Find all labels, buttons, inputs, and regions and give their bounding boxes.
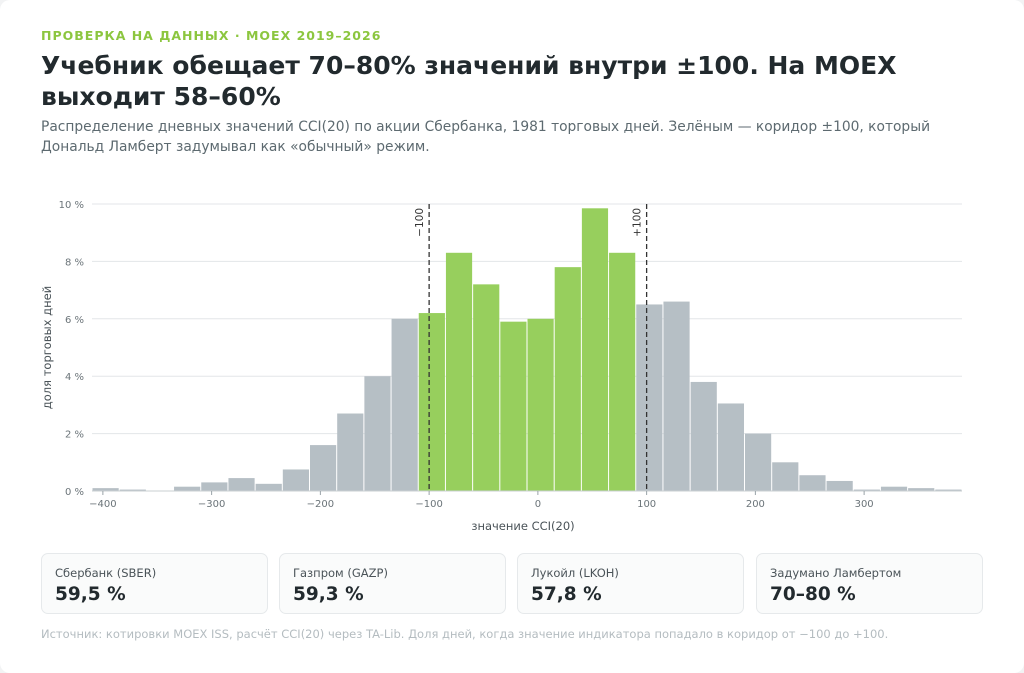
histogram-bar [527,318,554,491]
histogram-bar [337,413,364,491]
subtitle: Распределение дневных значений CCI(20) п… [41,119,931,155]
stat-label: Газпром (GAZP) [293,566,388,580]
histogram-bar [880,486,908,491]
histogram-bar [581,208,609,491]
histogram-bar [636,304,663,491]
y-tick-label: 6 % [65,315,84,326]
stat-card-gazp: Газпром (GAZP) 59,3 % [279,553,506,614]
histogram-bar [119,489,146,491]
histogram-bar [174,486,201,491]
stats-row: Сбербанк (SBER) 59,5 % Газпром (GAZP) 59… [41,553,984,614]
histogram-bar [391,318,418,491]
stat-card-lkoh: Лукойл (LKOH) 57,8 % [517,553,744,614]
stat-value: 59,3 % [293,584,364,605]
histogram-bar [935,489,962,491]
threshold-label: +100 [632,208,644,237]
histogram-bar [418,313,445,491]
histogram-bar [826,480,853,491]
x-tick-label: 300 [855,499,874,510]
histogram-bar [282,469,309,491]
y-tick-label: 4 % [65,372,84,383]
histogram-bar [853,489,880,491]
x-tick-label: −100 [415,499,442,510]
stat-value: 59,5 % [55,584,126,605]
histogram-chart: 0 % 2 % 4 % 6 % 8 % 10 % −400 −300 −200 −100 0 100 2… [40,200,962,533]
stat-label: Задумано Ламбертом [770,566,902,580]
x-axis-label: значение CCI(20) [471,519,574,533]
histogram-bar [717,403,744,491]
x-tick-label: −300 [198,499,225,510]
histogram-bar [663,301,690,491]
histogram-bar [310,445,337,491]
x-tick-label: −200 [307,499,334,510]
x-tick-label: 100 [637,499,656,510]
histogram-bar [255,483,282,491]
stat-card-lambert: Задумано Ламбертом 70–80 % [756,553,983,614]
stat-label: Лукойл (LKOH) [531,566,619,580]
y-tick-label: 2 % [65,430,84,441]
histogram-bar [908,488,935,491]
page-title: Учебник обещает 70–80% значений внутри ±… [41,51,897,111]
eyebrow: ПРОВЕРКА НА ДАННЫХ · MOEX 2019–2026 [41,28,382,43]
histogram-bar [690,381,717,491]
stat-card-sber: Сбербанк (SBER) 59,5 % [41,553,268,614]
histogram-bar [745,433,772,491]
histogram-bar [92,488,119,491]
y-tick-label: 8 % [65,257,84,268]
stat-label: Сбербанк (SBER) [55,566,157,580]
y-tick-label: 0 % [65,487,84,498]
histogram-bar [554,267,581,491]
histogram-bar [799,475,826,491]
x-tick-label: 0 [535,499,541,510]
histogram-bar [445,252,473,491]
histogram-bar [201,482,228,491]
y-axis-label: доля торговых дней [40,286,54,409]
threshold-label: −100 [414,208,426,237]
histogram-bar [473,284,500,491]
x-tick-label: 200 [746,499,765,510]
y-tick-label: 10 % [59,200,84,211]
histogram-bar [228,478,255,491]
stat-value: 70–80 % [770,584,856,605]
stat-value: 57,8 % [531,584,602,605]
source-note: Источник: котировки MOEX ISS, расчёт CCI… [41,627,889,641]
histogram-bar [500,321,527,491]
histogram-bar [772,462,799,491]
histogram-bar [609,252,636,491]
histogram-bar [364,376,391,491]
x-tick-label: −400 [89,499,116,510]
